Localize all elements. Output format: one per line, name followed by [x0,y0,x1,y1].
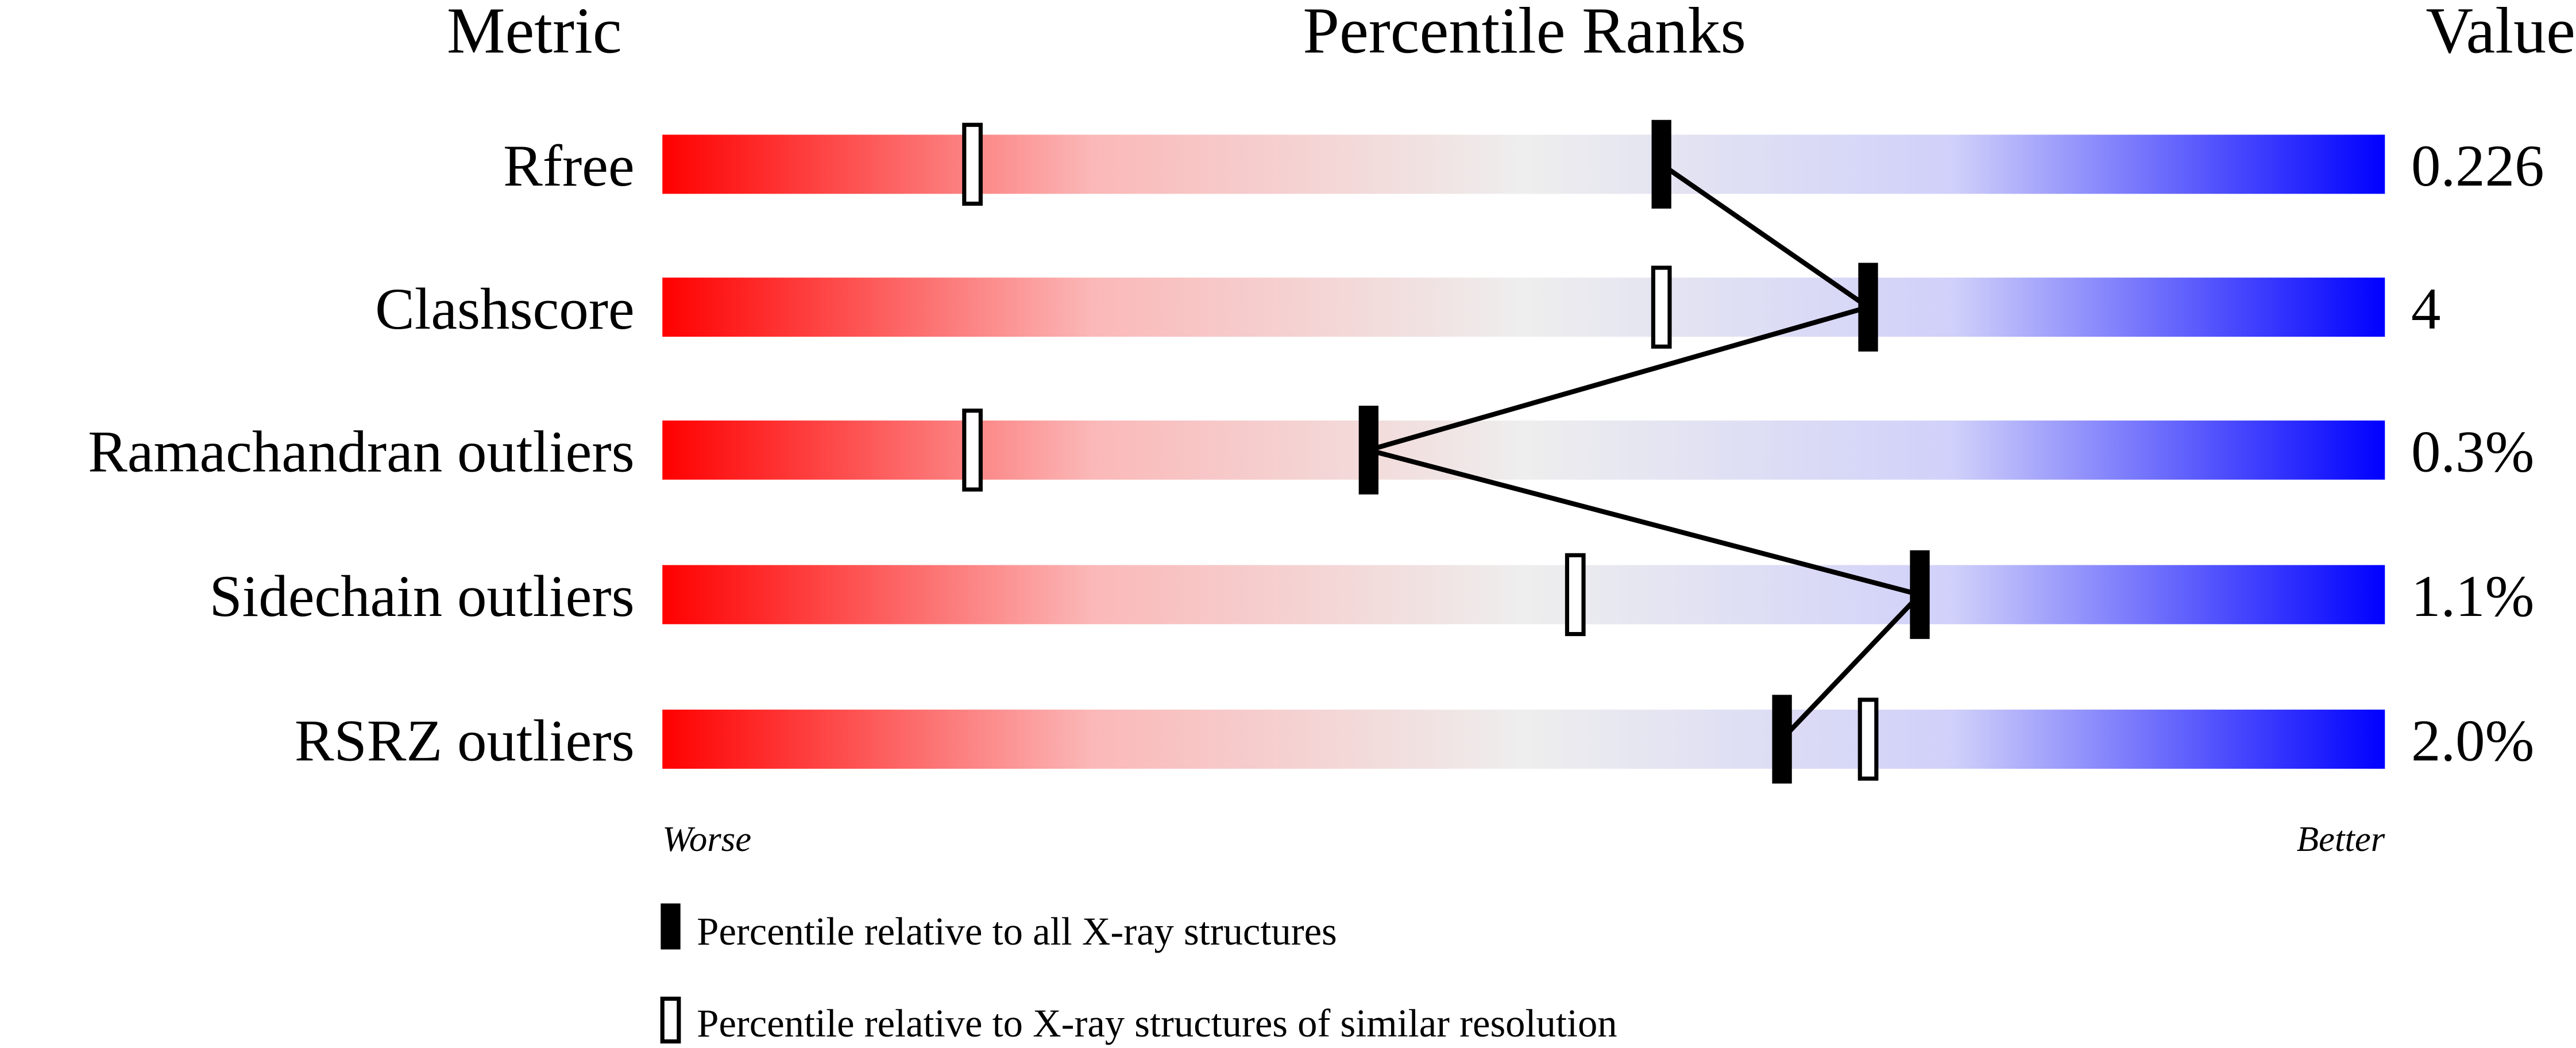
metric-value: 2.0% [2411,708,2534,774]
metric-label: Sidechain outliers [209,564,634,629]
metric-label: Rfree [503,133,635,199]
header-metric: Metric [447,0,622,67]
similar-resolution-marker [1651,265,1672,349]
percentile-bar [662,134,2385,194]
metric-label: RSRZ outliers [295,708,635,774]
similar-resolution-marker [962,122,983,206]
all-structures-marker [1358,406,1378,495]
all-structures-marker [1910,550,1930,639]
percentile-bar [662,710,2385,769]
similar-resolution-marker [1857,698,1879,781]
metric-value: 0.3% [2411,419,2534,485]
legend-open-marker [660,996,681,1044]
metric-value: 4 [2411,276,2440,342]
metric-label: Clashscore [375,276,635,342]
percentile-bar [662,420,2385,480]
all-structures-marker [1651,120,1671,209]
metric-value: 0.226 [2411,133,2544,199]
axis-better: Better [2297,819,2385,859]
percentile-bar [662,565,2385,625]
legend-open-label: Percentile relative to X-ray structures … [697,1001,1617,1045]
header-value: Value [2426,0,2575,67]
similar-resolution-marker [962,409,983,492]
percentile-bar [662,278,2385,337]
metric-label: Ramachandran outliers [88,419,635,485]
metric-value: 1.1% [2411,564,2534,629]
similar-resolution-marker [1565,553,1586,637]
legend-filled-marker [661,903,681,950]
all-structures-marker [1858,263,1878,352]
axis-worse: Worse [662,819,751,859]
all-structures-marker [1772,695,1792,784]
legend-filled-label: Percentile relative to all X-ray structu… [697,910,1337,953]
header-ranks: Percentile Ranks [1303,0,1746,67]
